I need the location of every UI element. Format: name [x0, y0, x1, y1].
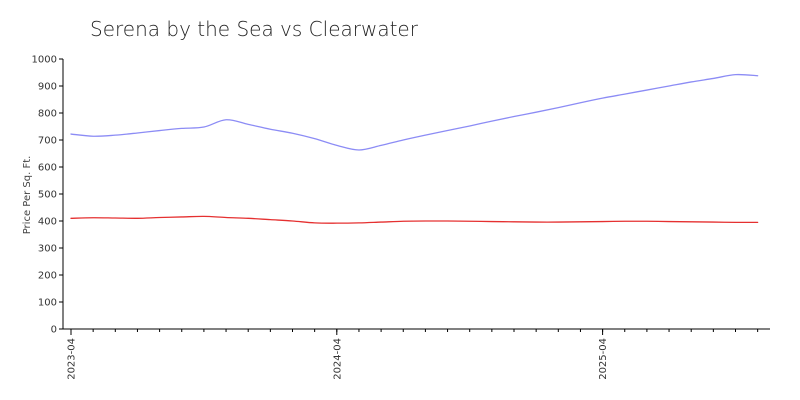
x-tick-label: 2023-04: [67, 338, 78, 380]
series-line-2: [70, 215, 759, 224]
chart-title: Serena by the Sea vs Clearwater: [90, 17, 419, 41]
x-tick-label: 2024-04: [332, 338, 343, 380]
y-tick-label: 600: [38, 163, 57, 174]
y-axis: 0 100 200 300 400 500 600 700 800 900 1000: [32, 55, 63, 336]
y-tick-label: 300: [38, 244, 57, 255]
series-line-1: [70, 73, 759, 151]
y-tick-label: 500: [38, 190, 57, 201]
x-tick-label: 2025-04: [598, 338, 609, 380]
y-tick-label: 800: [38, 109, 57, 120]
y-tick-label: 1000: [32, 55, 57, 66]
y-tick-label: 100: [38, 298, 57, 309]
series-group: [70, 73, 759, 224]
y-tick-label: 700: [38, 136, 57, 147]
y-tick-label: 0: [51, 325, 57, 336]
x-axis: 2023-04 2024-04 2025-04: [67, 329, 759, 380]
y-tick-label: 900: [38, 82, 57, 93]
y-tick-label: 200: [38, 271, 57, 282]
y-tick-label: 400: [38, 217, 57, 228]
y-axis-label: Price Per Sq. Ft.: [22, 156, 33, 235]
